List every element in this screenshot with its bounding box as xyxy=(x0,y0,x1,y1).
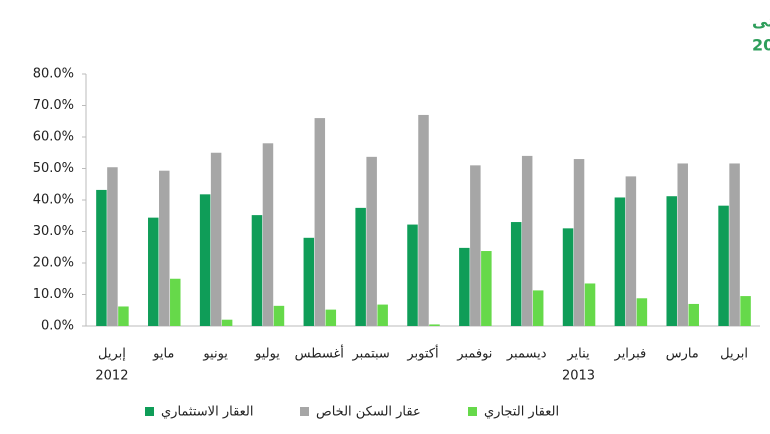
bar xyxy=(688,303,699,326)
bar xyxy=(562,228,574,326)
x-tick-label: مارس xyxy=(666,347,699,362)
bar xyxy=(96,189,107,326)
legend-label: العقار الاستثماري xyxy=(161,405,254,420)
x-tick-label: 2012 xyxy=(95,369,128,384)
x-tick-label: يوليو xyxy=(254,347,280,362)
x-tick-label: إبريل xyxy=(98,347,126,362)
legend-swatch xyxy=(300,407,309,416)
y-tick-label: 70.0% xyxy=(33,98,74,113)
x-tick-label: أغسطس xyxy=(295,345,344,362)
legend-label: العقار التجاري xyxy=(484,405,559,420)
legend-swatch xyxy=(468,407,477,416)
y-tick-label: 40.0% xyxy=(33,193,74,208)
bar xyxy=(262,143,274,326)
x-tick-label: سبتمبر xyxy=(351,347,389,362)
bar xyxy=(377,304,388,326)
y-tick-label: 10.0% xyxy=(33,287,74,302)
chart-title: تطور الوزن النسبي لقيمة التداولات العقار… xyxy=(752,12,770,32)
bar xyxy=(481,251,492,326)
y-tick-label: 60.0% xyxy=(33,130,74,145)
bar xyxy=(521,155,533,326)
bar xyxy=(614,197,626,326)
bar xyxy=(718,205,729,326)
bar xyxy=(584,283,596,326)
bar xyxy=(366,156,377,326)
bar xyxy=(429,324,440,326)
bar xyxy=(199,194,211,326)
bar xyxy=(470,165,481,326)
x-tick-label: مايو xyxy=(152,347,174,362)
bar xyxy=(418,114,429,326)
bar xyxy=(355,207,366,326)
bar xyxy=(677,163,688,326)
y-tick-label: 80.0% xyxy=(33,67,74,82)
bar xyxy=(170,278,181,326)
chart-title: ابريل من عام 2013 xyxy=(752,36,770,55)
bar xyxy=(573,159,585,326)
bar xyxy=(314,118,326,326)
bar xyxy=(407,224,418,326)
x-tick-label: ديسمبر xyxy=(506,347,547,362)
bar xyxy=(221,319,233,326)
x-tick-label: 2013 xyxy=(562,369,595,384)
x-tick-label: فبراير xyxy=(614,347,647,362)
y-tick-label: 30.0% xyxy=(33,224,74,239)
x-tick-label: نوفمبر xyxy=(456,347,492,362)
bar xyxy=(459,247,470,326)
bar xyxy=(303,237,315,326)
legend-label: عقار السكن الخاص xyxy=(316,405,421,420)
bar xyxy=(273,305,285,326)
x-tick-label: يناير xyxy=(566,347,590,362)
bar xyxy=(159,170,170,326)
bar xyxy=(740,296,751,326)
x-tick-label: يونيو xyxy=(202,347,228,362)
bar xyxy=(510,222,522,326)
bar xyxy=(729,163,740,326)
bar xyxy=(636,298,648,326)
x-tick-label: ابريل xyxy=(720,347,748,362)
bar xyxy=(210,152,222,326)
bar xyxy=(532,290,544,326)
bar xyxy=(148,217,159,326)
y-tick-label: 50.0% xyxy=(33,161,74,176)
bar xyxy=(625,176,637,326)
bar xyxy=(118,306,129,326)
legend-swatch xyxy=(145,407,154,416)
bar xyxy=(107,167,118,326)
bar xyxy=(325,309,337,326)
bar xyxy=(251,215,263,326)
y-tick-label: 0.0% xyxy=(41,319,74,334)
x-tick-label: أكتوبر xyxy=(406,345,438,362)
bar xyxy=(666,196,677,326)
y-tick-label: 20.0% xyxy=(33,256,74,271)
